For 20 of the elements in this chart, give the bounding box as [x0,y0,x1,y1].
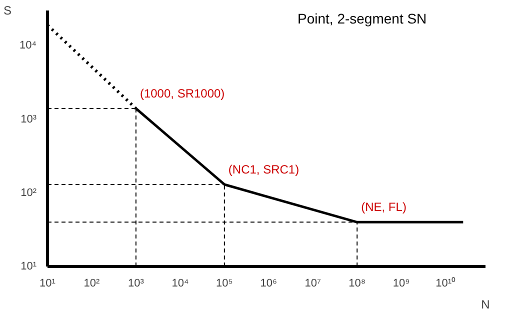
x-tick-label: 10⁵ [216,278,233,290]
y-tick-label: 10² [20,186,37,199]
annotation: (1000, SR1000) [140,86,225,100]
x-tick-label: 10⁴ [172,278,189,290]
x-tick-label: 10¹ [40,278,56,290]
x-tick-label: 10³ [128,278,144,290]
chart-title: Point, 2-segment SN [298,10,427,26]
x-tick-label: 10² [84,278,100,290]
annotation: (NE, FL) [361,200,406,214]
y-tick-label: 10³ [20,113,37,126]
x-tick-label: 10¹⁰ [436,276,456,290]
annotation: (NC1, SRC1) [228,162,300,176]
y-tick-label: 10¹ [20,260,37,272]
x-tick-label: 10⁶ [260,278,278,290]
x-axis-title: N [481,298,490,312]
x-tick-label: 10⁹ [392,278,410,290]
y-axis-title: S [4,4,12,18]
x-tick-label: 10⁷ [304,278,321,290]
y-tick-label: 10⁴ [20,40,37,52]
x-tick-label: 10⁸ [348,278,366,290]
